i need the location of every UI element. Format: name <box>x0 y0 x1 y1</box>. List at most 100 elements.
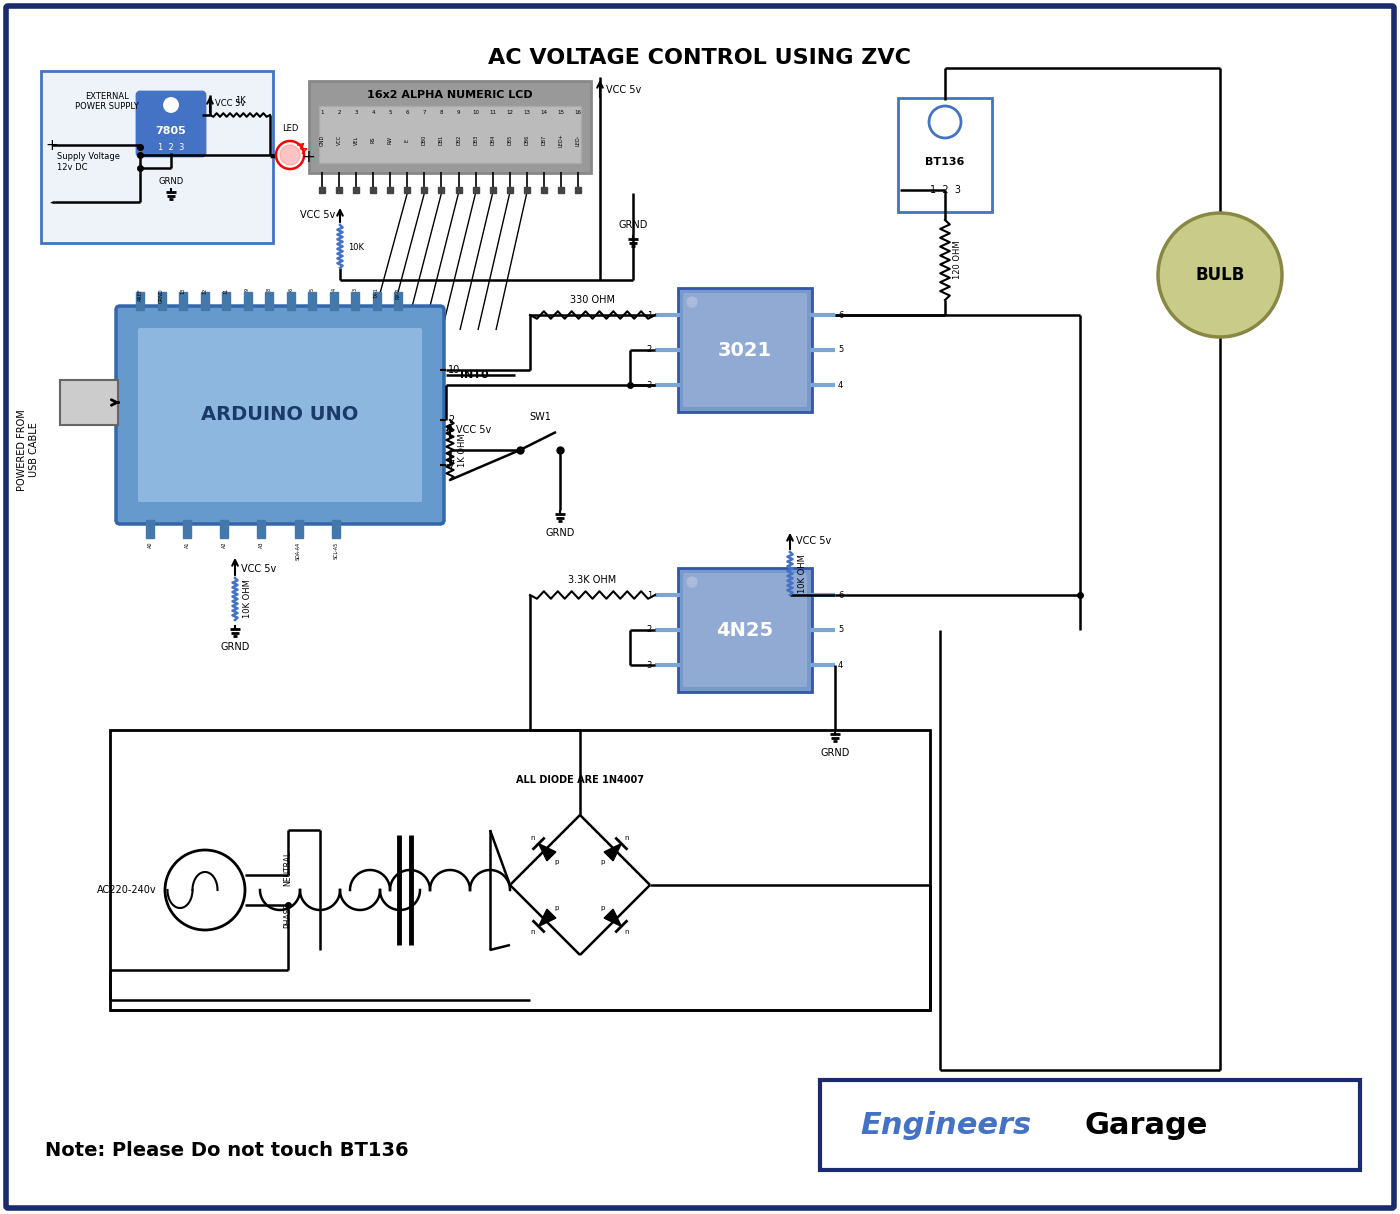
Text: 2: 2 <box>647 625 652 635</box>
Polygon shape <box>605 909 622 926</box>
Text: LED: LED <box>281 124 298 134</box>
Bar <box>60 380 118 425</box>
Text: n: n <box>624 929 629 935</box>
Bar <box>540 187 547 193</box>
Text: Garage: Garage <box>1085 1111 1208 1140</box>
Bar <box>200 293 209 310</box>
Text: p: p <box>601 904 605 910</box>
Bar <box>473 187 479 193</box>
Text: 5: 5 <box>839 346 843 354</box>
Text: 1  2  3: 1 2 3 <box>930 185 960 195</box>
Bar <box>395 293 402 310</box>
FancyBboxPatch shape <box>41 70 273 243</box>
Polygon shape <box>539 844 556 861</box>
Circle shape <box>162 96 181 114</box>
Text: 15: 15 <box>557 109 564 114</box>
Text: 7805: 7805 <box>155 126 186 136</box>
Text: n: n <box>531 929 535 935</box>
Text: 1  2  3: 1 2 3 <box>158 142 185 152</box>
Text: 1: 1 <box>647 590 652 600</box>
Text: 6: 6 <box>839 311 843 319</box>
FancyBboxPatch shape <box>683 573 806 687</box>
Bar <box>183 520 192 538</box>
Text: 12: 12 <box>202 288 207 294</box>
Text: 4N25: 4N25 <box>717 620 774 640</box>
Text: 7: 7 <box>448 460 454 470</box>
Text: GRND: GRND <box>220 642 249 652</box>
Bar <box>455 187 462 193</box>
Text: A2: A2 <box>221 541 227 549</box>
Text: GRND: GRND <box>820 748 850 758</box>
Text: p: p <box>554 860 559 866</box>
Text: VCC 5v: VCC 5v <box>606 85 641 95</box>
Text: 16x2 ALPHA NUMERIC LCD: 16x2 ALPHA NUMERIC LCD <box>367 90 533 100</box>
Text: 9: 9 <box>245 288 251 291</box>
FancyBboxPatch shape <box>6 6 1394 1208</box>
Text: 3: 3 <box>647 660 652 669</box>
Text: -: - <box>49 194 55 210</box>
Text: 5: 5 <box>389 109 392 114</box>
FancyBboxPatch shape <box>678 568 812 692</box>
Text: GND: GND <box>319 135 325 146</box>
Text: +: + <box>46 137 59 153</box>
Bar <box>265 293 273 310</box>
Text: Supply Voltage
12v DC: Supply Voltage 12v DC <box>57 152 120 171</box>
Circle shape <box>165 850 245 930</box>
Text: AC220-240v: AC220-240v <box>98 885 157 895</box>
Text: n: n <box>531 835 535 841</box>
Text: 9: 9 <box>456 109 461 114</box>
Bar <box>388 187 393 193</box>
Circle shape <box>687 297 697 307</box>
Text: 5: 5 <box>309 288 315 291</box>
Text: VEL: VEL <box>354 136 358 144</box>
Text: DB5: DB5 <box>507 135 512 146</box>
Text: POWERED FROM
USB CABLE: POWERED FROM USB CABLE <box>17 409 39 490</box>
FancyBboxPatch shape <box>139 328 421 503</box>
Bar <box>351 293 360 310</box>
Bar <box>179 293 188 310</box>
Text: VCC 5v: VCC 5v <box>216 100 245 108</box>
Text: SDA-A4: SDA-A4 <box>295 541 301 560</box>
FancyBboxPatch shape <box>683 293 806 407</box>
Text: GRND: GRND <box>160 288 164 302</box>
Text: AREF: AREF <box>137 288 143 301</box>
FancyBboxPatch shape <box>319 106 581 163</box>
Bar <box>287 293 295 310</box>
Text: DB1: DB1 <box>440 135 444 146</box>
Text: Note: Please Do not touch BT136: Note: Please Do not touch BT136 <box>45 1140 409 1159</box>
Text: ALL DIODE ARE 1N4007: ALL DIODE ARE 1N4007 <box>517 775 644 785</box>
Circle shape <box>280 144 300 165</box>
Bar <box>421 187 427 193</box>
Bar <box>220 520 228 538</box>
Text: VCC 5v: VCC 5v <box>456 425 491 435</box>
Bar <box>405 187 410 193</box>
Text: 6: 6 <box>839 590 843 600</box>
FancyBboxPatch shape <box>116 306 444 524</box>
Text: 3021: 3021 <box>718 340 771 359</box>
Circle shape <box>1158 212 1282 337</box>
Text: SCL-A5: SCL-A5 <box>333 541 339 560</box>
Text: 4: 4 <box>839 380 843 390</box>
Bar <box>370 187 377 193</box>
Text: DB4: DB4 <box>490 135 496 146</box>
Text: LED-: LED- <box>575 135 581 146</box>
Text: 11: 11 <box>224 288 228 294</box>
Text: 7: 7 <box>423 109 426 114</box>
Text: LED+: LED+ <box>559 134 563 147</box>
Text: GRND: GRND <box>619 220 648 229</box>
Text: 16: 16 <box>574 109 581 114</box>
FancyBboxPatch shape <box>897 98 993 212</box>
Bar <box>372 293 381 310</box>
Text: 3: 3 <box>354 109 358 114</box>
Text: VCC 5v: VCC 5v <box>797 537 832 546</box>
Text: 10: 10 <box>472 109 479 114</box>
Bar <box>308 293 316 310</box>
Text: 14: 14 <box>540 109 547 114</box>
Bar <box>244 293 252 310</box>
Text: 8: 8 <box>440 109 444 114</box>
Text: 6: 6 <box>288 288 293 291</box>
Text: 3: 3 <box>647 380 652 390</box>
Text: AC VOLTAGE CONTROL USING ZVC: AC VOLTAGE CONTROL USING ZVC <box>489 49 911 68</box>
Bar <box>524 187 529 193</box>
Text: 2: 2 <box>448 415 454 425</box>
